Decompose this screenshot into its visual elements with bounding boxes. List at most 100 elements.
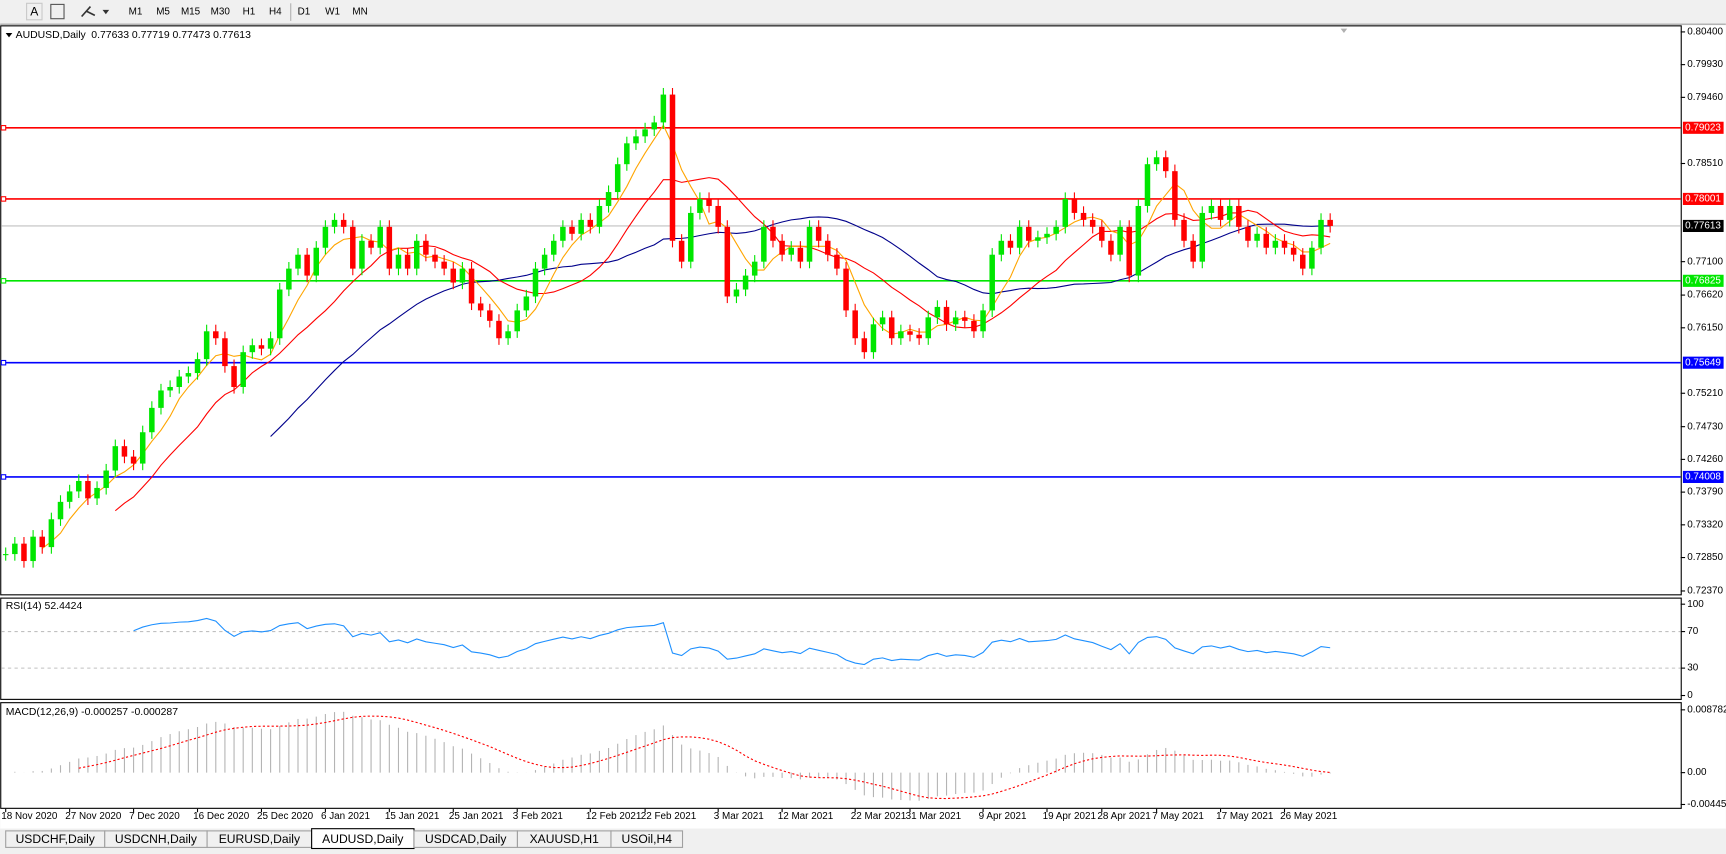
candle bbox=[1135, 205, 1142, 276]
candle bbox=[688, 212, 694, 262]
text-tool-button[interactable] bbox=[26, 2, 43, 21]
x-tick-label: 22 Mar 2021 bbox=[851, 811, 907, 822]
last-price-label: 0.77613 bbox=[1685, 221, 1721, 232]
arrows-tool[interactable] bbox=[81, 6, 96, 18]
candle bbox=[797, 247, 804, 262]
candle bbox=[660, 94, 667, 123]
candle bbox=[1300, 254, 1306, 269]
candle bbox=[742, 275, 749, 290]
tab-label[interactable]: AUDUSD,Daily bbox=[322, 832, 404, 846]
candle bbox=[907, 331, 913, 335]
candle bbox=[404, 254, 411, 269]
candle bbox=[934, 306, 941, 318]
candle bbox=[678, 240, 685, 262]
candle bbox=[541, 254, 548, 269]
candle bbox=[1290, 247, 1297, 255]
dropdown-arrow[interactable] bbox=[102, 9, 110, 15]
symbol: AUDUSD,Daily bbox=[16, 30, 87, 41]
y-tick-label: 0.79460 bbox=[1687, 92, 1723, 103]
candle bbox=[158, 390, 164, 408]
candle bbox=[112, 446, 119, 471]
candle bbox=[496, 320, 502, 339]
candle bbox=[1172, 171, 1178, 220]
candle bbox=[240, 352, 246, 387]
candle bbox=[861, 338, 868, 353]
candle bbox=[1226, 205, 1233, 220]
timeframe-button[interactable]: M1 bbox=[129, 7, 143, 18]
tab-label[interactable]: USOil,H4 bbox=[622, 832, 673, 846]
candle bbox=[715, 205, 721, 227]
candle bbox=[313, 247, 320, 276]
y-tick-label: 0.76150 bbox=[1687, 322, 1723, 333]
tab-label[interactable]: USDCNH,Daily bbox=[115, 832, 198, 846]
candle bbox=[413, 240, 420, 269]
macd-tick-label: 0.00 bbox=[1687, 767, 1707, 778]
tab-label[interactable]: XAUUSD,H1 bbox=[530, 832, 599, 846]
tab-label[interactable]: EURUSD,Daily bbox=[219, 832, 301, 846]
candle bbox=[1007, 240, 1014, 248]
header-arrow bbox=[5, 33, 13, 38]
timeframe-button[interactable]: M5 bbox=[156, 7, 170, 18]
y-tick-label: 0.74260 bbox=[1687, 454, 1723, 465]
candle bbox=[57, 501, 64, 520]
timeframe-button[interactable]: H4 bbox=[269, 7, 282, 18]
x-tick-label: 27 Nov 2020 bbox=[65, 811, 122, 822]
candle bbox=[1071, 199, 1078, 213]
candle bbox=[1327, 219, 1333, 226]
tab-label[interactable]: USDCHF,Daily bbox=[16, 832, 96, 846]
candle bbox=[569, 226, 575, 234]
x-tick-label: 25 Dec 2020 bbox=[257, 811, 314, 822]
macd-tick-label: -0.004451 bbox=[1687, 799, 1726, 810]
x-tick-label: 25 Jan 2021 bbox=[449, 811, 504, 822]
candle bbox=[651, 122, 657, 130]
x-tick-label: 19 Apr 2021 bbox=[1043, 811, 1097, 822]
timeframe-button[interactable]: M30 bbox=[211, 7, 231, 18]
x-tick-label: 3 Mar 2021 bbox=[714, 811, 765, 822]
candle bbox=[633, 136, 639, 144]
tab[interactable] bbox=[610, 830, 684, 848]
candle bbox=[331, 219, 338, 227]
y-tick-label: 0.76620 bbox=[1687, 290, 1723, 301]
timeframe-button[interactable]: H1 bbox=[243, 7, 256, 18]
candle bbox=[1044, 233, 1050, 238]
label-tool[interactable] bbox=[50, 3, 65, 20]
tab-label[interactable]: USDCAD,Daily bbox=[425, 832, 507, 846]
level-anchor bbox=[0, 196, 7, 202]
candle bbox=[167, 386, 173, 391]
rsi-panel-border bbox=[0, 597, 1682, 700]
candle bbox=[258, 345, 265, 349]
x-tick-label: 7 Dec 2020 bbox=[129, 811, 180, 822]
candle bbox=[1117, 226, 1123, 255]
level-label: 0.74008 bbox=[1685, 472, 1721, 483]
candle bbox=[614, 164, 621, 193]
rsi-title: RSI(14) 52.4424 bbox=[6, 601, 83, 612]
candle bbox=[194, 359, 201, 374]
timeframe-button[interactable]: D1 bbox=[298, 7, 311, 18]
timeframe-button[interactable]: M15 bbox=[181, 7, 201, 18]
chart-header: AUDUSD,Daily 0.77633 0.77719 0.77473 0.77… bbox=[16, 30, 252, 41]
candle bbox=[1062, 199, 1069, 227]
timeframe-button[interactable]: W1 bbox=[325, 7, 340, 18]
candle bbox=[304, 254, 310, 276]
chart-window bbox=[0, 25, 1726, 829]
candle bbox=[1053, 226, 1059, 234]
candle bbox=[1236, 205, 1242, 227]
candle bbox=[149, 407, 155, 433]
candle bbox=[825, 240, 831, 255]
timeframe-button[interactable]: MN bbox=[352, 7, 367, 18]
y-tick-label: 0.75210 bbox=[1687, 388, 1723, 399]
candle bbox=[103, 470, 109, 488]
candle bbox=[139, 432, 146, 464]
candle bbox=[377, 226, 383, 248]
candle bbox=[1144, 164, 1151, 206]
candle bbox=[998, 240, 1005, 255]
candle bbox=[1016, 226, 1023, 248]
x-tick-label: 17 May 2021 bbox=[1216, 811, 1274, 822]
candle bbox=[295, 254, 301, 269]
candle bbox=[1199, 212, 1206, 262]
candle bbox=[642, 129, 648, 137]
candle bbox=[386, 226, 393, 269]
text-tool[interactable]: A bbox=[30, 4, 39, 18]
y-tick-label: 0.79930 bbox=[1687, 59, 1723, 70]
